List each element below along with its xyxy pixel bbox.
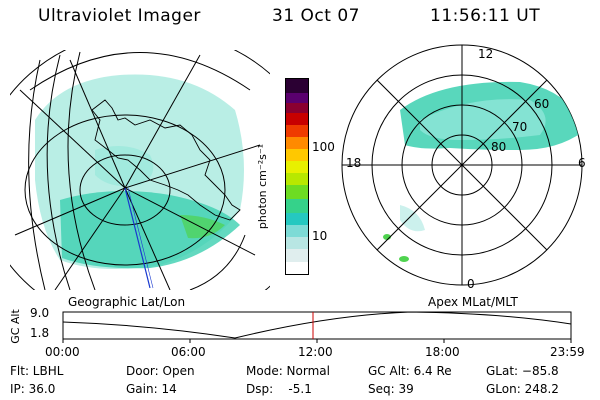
status-dsp: Dsp: -5.1 — [246, 382, 312, 396]
mlt-label-12: 12 — [478, 47, 494, 61]
status-filter: Flt: LBHL — [10, 364, 64, 378]
colorbar-unit-label: photon cm⁻²s⁻¹ — [256, 143, 270, 230]
xtick-0000: 00:00 — [45, 345, 80, 359]
mlt-label-0: 0 — [467, 277, 475, 291]
status-door: Door: Open — [126, 364, 195, 378]
status-mode: Mode: Normal — [246, 364, 330, 378]
altitude-plot — [62, 311, 572, 343]
colorbar-tick-10: 10 — [312, 229, 328, 243]
status-gc-alt: GC Alt: 6.4 Re — [368, 364, 452, 378]
xtick-1800: 18:00 — [425, 345, 460, 359]
status-glon: GLon: 248.2 — [486, 382, 559, 396]
left-panel-caption: Geographic Lat/Lon — [68, 295, 186, 309]
mlt-label-6: 6 — [578, 156, 586, 170]
xtick-0600: 06:00 — [171, 345, 206, 359]
mlat-label-80: 80 — [491, 140, 507, 154]
colorbar — [285, 78, 309, 275]
status-gain: Gain: 14 — [126, 382, 177, 396]
xtick-1200: 12:00 — [298, 345, 333, 359]
mlat-label-60: 60 — [534, 97, 550, 111]
time-label: 11:56:11 UT — [430, 6, 541, 26]
alt-ymax: 9.0 — [30, 306, 50, 320]
colorbar-tick-100: 100 — [312, 140, 335, 154]
xtick-2359: 23:59 — [550, 345, 585, 359]
instrument-title: Ultraviolet Imager — [38, 6, 201, 26]
alt-ylabel: GC Alt — [8, 309, 22, 344]
date-label: 31 Oct 07 — [272, 6, 360, 26]
right-panel-caption: Apex MLat/MLT — [428, 295, 518, 309]
mlat-label-70: 70 — [512, 120, 528, 134]
status-glat: GLat: −85.8 — [486, 364, 559, 378]
status-ip: IP: 36.0 — [10, 382, 56, 396]
status-seq: Seq: 39 — [368, 382, 414, 396]
alt-ymin: 1.8 — [30, 326, 50, 340]
mlt-label-18: 18 — [346, 156, 362, 170]
